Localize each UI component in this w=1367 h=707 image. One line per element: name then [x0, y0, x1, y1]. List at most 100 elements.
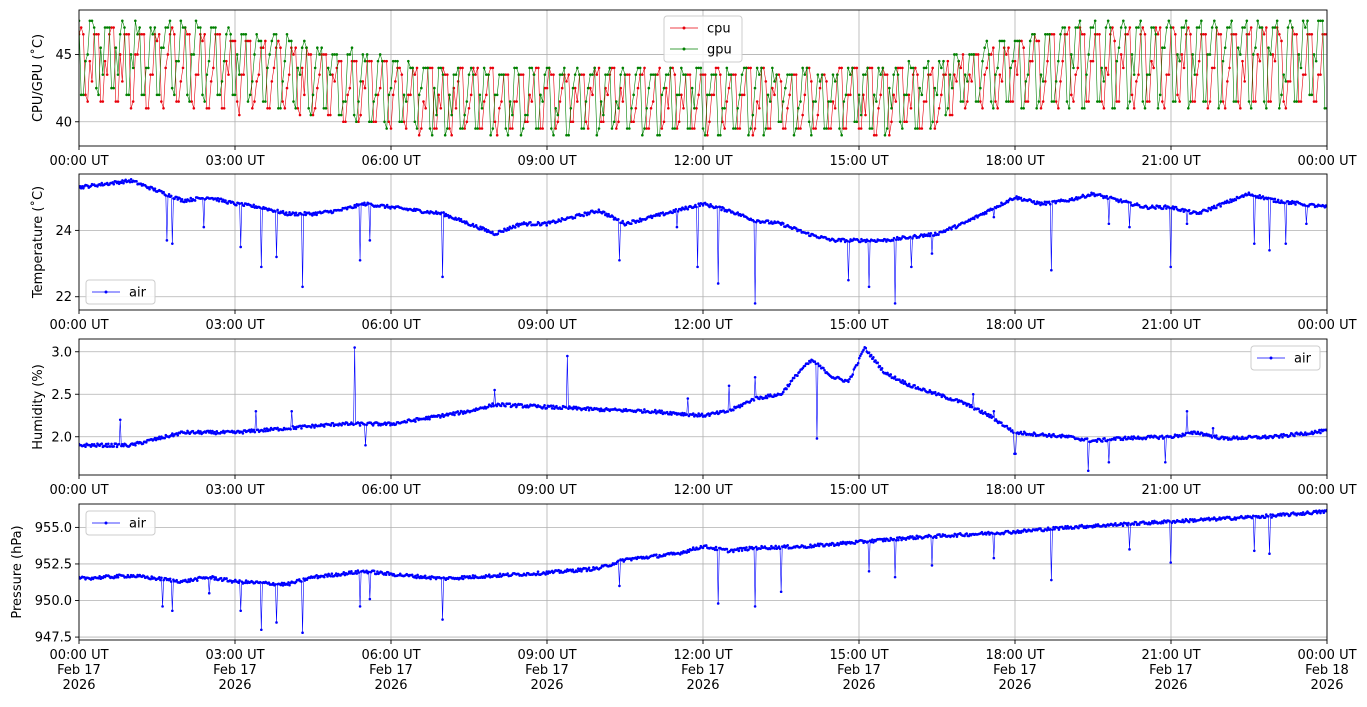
data-point	[1050, 268, 1053, 272]
data-point	[809, 543, 812, 546]
series-air	[79, 177, 1327, 305]
data-point	[1189, 100, 1192, 103]
data-point	[944, 113, 947, 117]
data-point	[814, 127, 817, 130]
data-point	[368, 239, 372, 242]
data-point	[955, 80, 958, 83]
data-point	[1241, 26, 1244, 29]
data-point	[270, 80, 274, 83]
data-point	[151, 73, 154, 76]
data-point	[979, 86, 982, 90]
data-point	[1310, 93, 1314, 97]
data-point	[974, 53, 978, 56]
data-point	[740, 73, 744, 76]
data-point	[1136, 435, 1140, 439]
data-point	[903, 93, 906, 97]
data-point	[302, 577, 305, 580]
data-point	[1126, 524, 1129, 527]
legend-marker	[682, 26, 686, 30]
data-point	[1093, 19, 1097, 23]
data-point	[716, 602, 720, 605]
data-point	[560, 86, 564, 90]
data-point	[507, 228, 511, 232]
data-point	[346, 572, 350, 575]
data-point	[218, 32, 222, 36]
data-point	[829, 127, 833, 130]
data-point	[643, 66, 646, 70]
data-point	[890, 120, 893, 124]
data-point	[1293, 200, 1296, 204]
data-point	[1211, 206, 1215, 210]
data-point	[649, 73, 653, 76]
data-point	[1109, 26, 1112, 29]
data-point	[1167, 19, 1171, 23]
data-point	[1050, 100, 1054, 103]
data-point	[972, 53, 976, 56]
data-point	[116, 180, 120, 184]
data-point	[862, 73, 865, 76]
data-point	[681, 411, 684, 415]
data-point	[1022, 46, 1025, 49]
data-point	[498, 572, 502, 576]
data-point	[996, 66, 999, 70]
data-point	[312, 424, 315, 427]
data-point	[434, 210, 438, 213]
data-point	[816, 362, 820, 365]
y-axis-label: CPU/GPU (˚C)	[30, 34, 46, 122]
data-point	[404, 127, 408, 130]
data-point	[237, 581, 240, 584]
data-point	[582, 127, 586, 130]
data-point	[897, 538, 900, 542]
data-point	[181, 66, 185, 70]
data-point	[597, 407, 601, 411]
data-point	[1070, 93, 1073, 97]
data-point	[331, 421, 335, 425]
data-point	[1223, 107, 1227, 110]
data-point	[394, 80, 397, 83]
data-point	[1252, 549, 1256, 553]
data-point	[1122, 66, 1125, 70]
data-point	[199, 430, 202, 433]
data-point	[353, 346, 356, 349]
data-point	[728, 209, 732, 212]
data-point	[745, 546, 748, 549]
data-point	[1000, 80, 1004, 83]
data-point	[136, 32, 139, 36]
x-tick-label: 09:00 UT	[517, 154, 576, 169]
data-point	[104, 442, 108, 446]
data-point	[547, 66, 551, 70]
data-point	[1239, 53, 1242, 56]
data-point	[1009, 100, 1012, 103]
data-point	[924, 66, 928, 70]
data-point	[896, 66, 900, 70]
data-point	[1061, 26, 1064, 29]
data-point	[263, 427, 266, 431]
data-point	[478, 93, 482, 97]
data-point	[349, 572, 352, 575]
data-point	[606, 93, 609, 97]
data-point	[922, 235, 925, 238]
data-point	[799, 228, 802, 232]
x-tick-label: 18:00 UT	[985, 154, 1044, 169]
data-point	[1107, 460, 1111, 464]
data-point	[385, 127, 388, 130]
data-point	[744, 548, 747, 552]
data-point	[394, 59, 397, 63]
data-point	[610, 127, 614, 130]
data-point	[1267, 515, 1270, 518]
data-point	[217, 199, 221, 203]
data-point	[564, 570, 568, 573]
y-tick-label: 947.5	[35, 631, 72, 646]
data-point	[621, 219, 624, 223]
data-point	[352, 113, 356, 117]
data-point	[187, 578, 190, 581]
data-point	[1304, 431, 1307, 434]
data-point	[907, 537, 911, 540]
data-point	[231, 93, 235, 97]
data-point	[1209, 434, 1213, 437]
data-point	[492, 404, 495, 408]
x-tick-label: 12:00 UT	[673, 318, 732, 333]
data-point	[569, 120, 573, 124]
data-point	[658, 214, 661, 217]
data-point	[909, 66, 913, 70]
